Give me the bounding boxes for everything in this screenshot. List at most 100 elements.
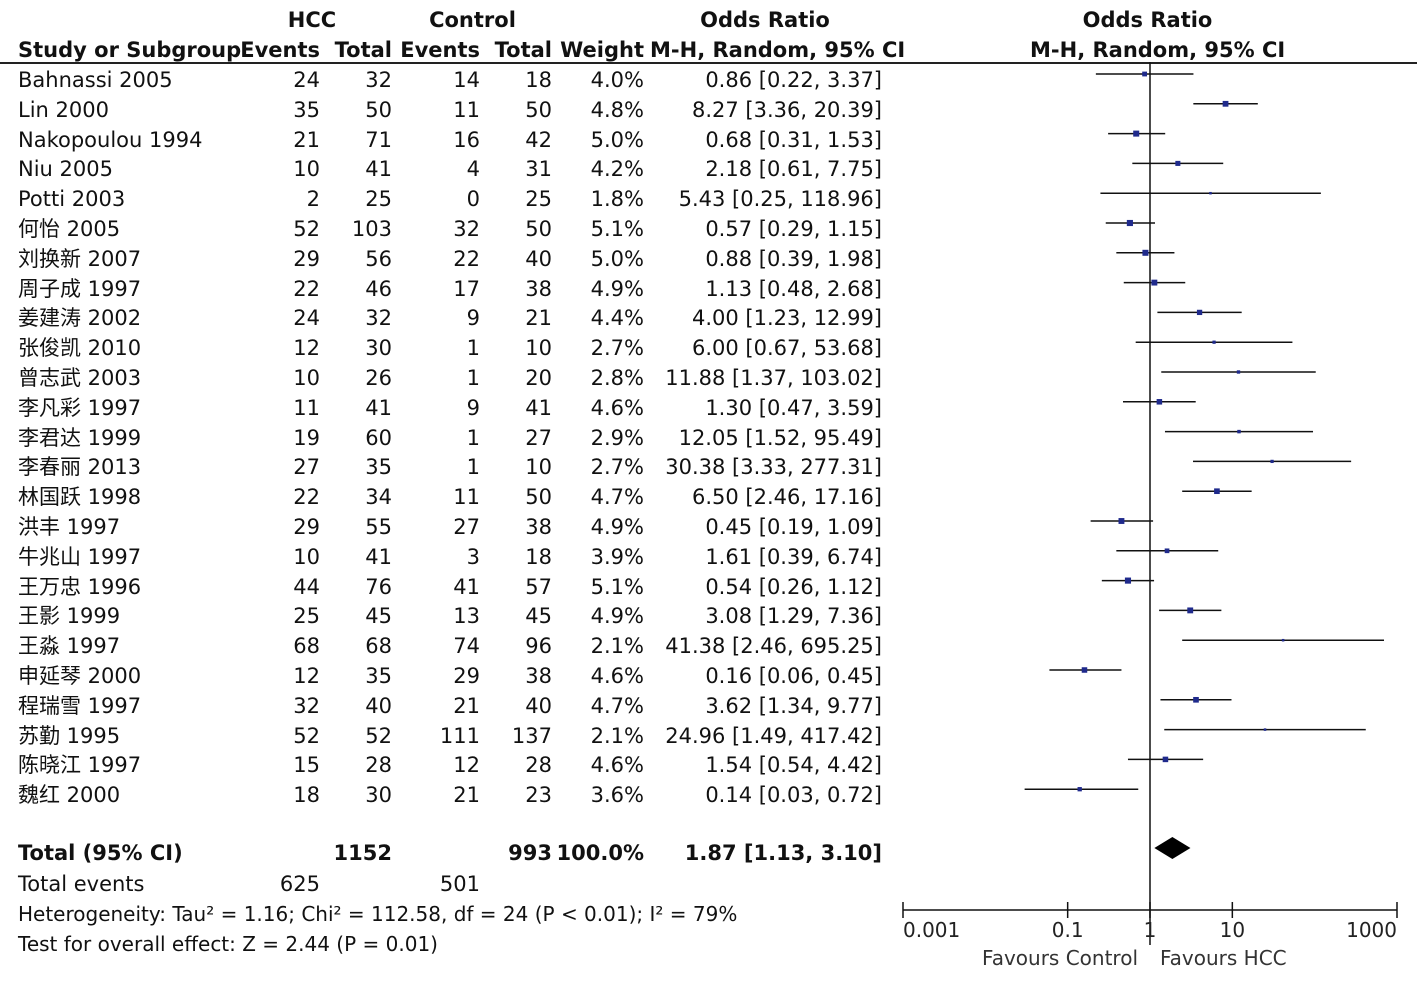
study-name: 王影 1999 — [18, 604, 121, 629]
hcc-total: 103 — [351, 217, 392, 241]
x-tick-label: 0.1 — [1052, 918, 1084, 942]
control-total: 10 — [525, 455, 552, 480]
study-name: 魏红 2000 — [18, 783, 121, 808]
study-name: 李春丽 2013 — [18, 455, 142, 480]
study-name: Potti 2003 — [18, 187, 126, 212]
favours-control-label: Favours Control — [982, 946, 1138, 970]
total-label: Total (95% CI) — [18, 841, 183, 865]
hcc-total: 30 — [365, 783, 392, 808]
hcc-total: 50 — [365, 97, 392, 122]
study-ci: 0.86 [0.22, 3.37] — [705, 68, 882, 92]
favours-hcc-label: Favours HCC — [1160, 946, 1287, 970]
total-ci: 1.87 [1.13, 3.10] — [684, 841, 882, 865]
control-events: 16 — [453, 127, 480, 152]
study-ci: 1.30 [0.47, 3.59] — [705, 395, 882, 420]
study-weight: 4.7% — [590, 485, 644, 510]
hcc-events: 2 — [306, 187, 320, 212]
control-events: 14 — [453, 68, 480, 92]
point-estimate-marker — [1196, 309, 1203, 316]
total-events-label: Total events — [18, 872, 145, 896]
point-estimate-marker — [1081, 667, 1088, 673]
hcc-events: 10 — [293, 366, 320, 390]
hcc-events: 15 — [293, 753, 320, 778]
study-name: 王淼 1997 — [18, 634, 121, 659]
study-weight: 4.6% — [590, 753, 644, 778]
point-estimate-marker — [1124, 577, 1132, 584]
control-events: 11 — [453, 97, 480, 122]
control-total: 38 — [525, 276, 552, 301]
study-weight: 5.1% — [590, 217, 644, 241]
odds-ratio-plot-header: Odds Ratio — [1082, 8, 1213, 32]
control-events: 3 — [466, 544, 480, 569]
point-estimate-marker — [1270, 459, 1274, 464]
hcc-total: 52 — [365, 723, 392, 748]
total-hcc: 1152 — [333, 841, 392, 865]
control-events: 4 — [466, 157, 480, 182]
point-estimate-marker — [1077, 787, 1082, 792]
study-ci: 0.57 [0.29, 1.15] — [705, 217, 882, 241]
hcc-total: 35 — [365, 664, 392, 688]
control-events: 27 — [453, 515, 480, 539]
control-events: 1 — [466, 455, 480, 480]
hcc-total: 41 — [365, 395, 392, 420]
total-events-control: 501 — [439, 872, 480, 896]
study-weight: 5.0% — [590, 127, 644, 152]
hcc-total: 41 — [365, 544, 392, 569]
study-name: Nakopoulou 1994 — [18, 127, 203, 152]
study-weight: 4.7% — [590, 693, 644, 718]
hcc-events: 52 — [293, 723, 320, 748]
header-rule — [0, 62, 1417, 64]
hcc-events: 19 — [293, 425, 320, 450]
point-estimate-marker — [1133, 130, 1140, 137]
point-estimate-marker — [1175, 160, 1181, 166]
study-ci: 24.96 [1.49, 417.42] — [665, 723, 882, 748]
hcc-total: 55 — [365, 515, 392, 539]
odds-ratio-table-header: Odds Ratio — [700, 8, 830, 32]
study-name: 李君达 1999 — [18, 425, 142, 450]
hcc-events: 68 — [293, 634, 320, 659]
control-events: 11 — [453, 485, 480, 510]
point-estimate-marker — [1236, 370, 1241, 374]
study-weight: 4.9% — [590, 276, 644, 301]
control-events: 111 — [439, 723, 480, 748]
control-total: 96 — [525, 634, 552, 659]
control-events: 1 — [466, 366, 480, 390]
point-estimate-marker — [1142, 249, 1149, 256]
hcc-events: 18 — [293, 783, 320, 808]
study-weight: 4.4% — [590, 306, 644, 331]
study-ci: 0.16 [0.06, 0.45] — [705, 664, 882, 688]
hcc-total: 71 — [365, 127, 392, 152]
hcc-events: 25 — [293, 604, 320, 629]
control-total: 50 — [525, 485, 552, 510]
control-total: 31 — [525, 157, 552, 182]
control-total: 41 — [525, 395, 552, 420]
study-name: 陈晓江 1997 — [18, 753, 142, 778]
hcc-events: 44 — [293, 574, 320, 599]
hcc-events: 32 — [293, 693, 320, 718]
study-header: Study or Subgroup — [18, 38, 242, 62]
hcc-total: 32 — [365, 68, 392, 92]
study-weight: 3.6% — [590, 783, 644, 808]
control-total: 38 — [525, 664, 552, 688]
study-weight: 4.9% — [590, 604, 644, 629]
total-events-hcc: 625 — [279, 872, 320, 896]
hcc-total: 35 — [365, 455, 392, 480]
study-ci: 1.61 [0.39, 6.74] — [705, 544, 882, 569]
control-total: 45 — [525, 604, 552, 629]
control-total: 25 — [525, 187, 552, 212]
hcc-events: 12 — [293, 336, 320, 361]
point-estimate-marker — [1118, 518, 1125, 524]
control-events: 1 — [466, 425, 480, 450]
study-name: 张俊凯 2010 — [18, 336, 142, 361]
summary-diamond — [1154, 837, 1191, 859]
study-ci: 11.88 [1.37, 103.02] — [665, 366, 882, 390]
study-weight: 2.7% — [590, 336, 644, 361]
hcc-total: 76 — [365, 574, 392, 599]
point-estimate-marker — [1193, 696, 1199, 703]
hcc-events: 22 — [293, 276, 320, 301]
study-weight: 4.6% — [590, 395, 644, 420]
control-events: 1 — [466, 336, 480, 361]
control-events-header: Events — [400, 38, 480, 62]
